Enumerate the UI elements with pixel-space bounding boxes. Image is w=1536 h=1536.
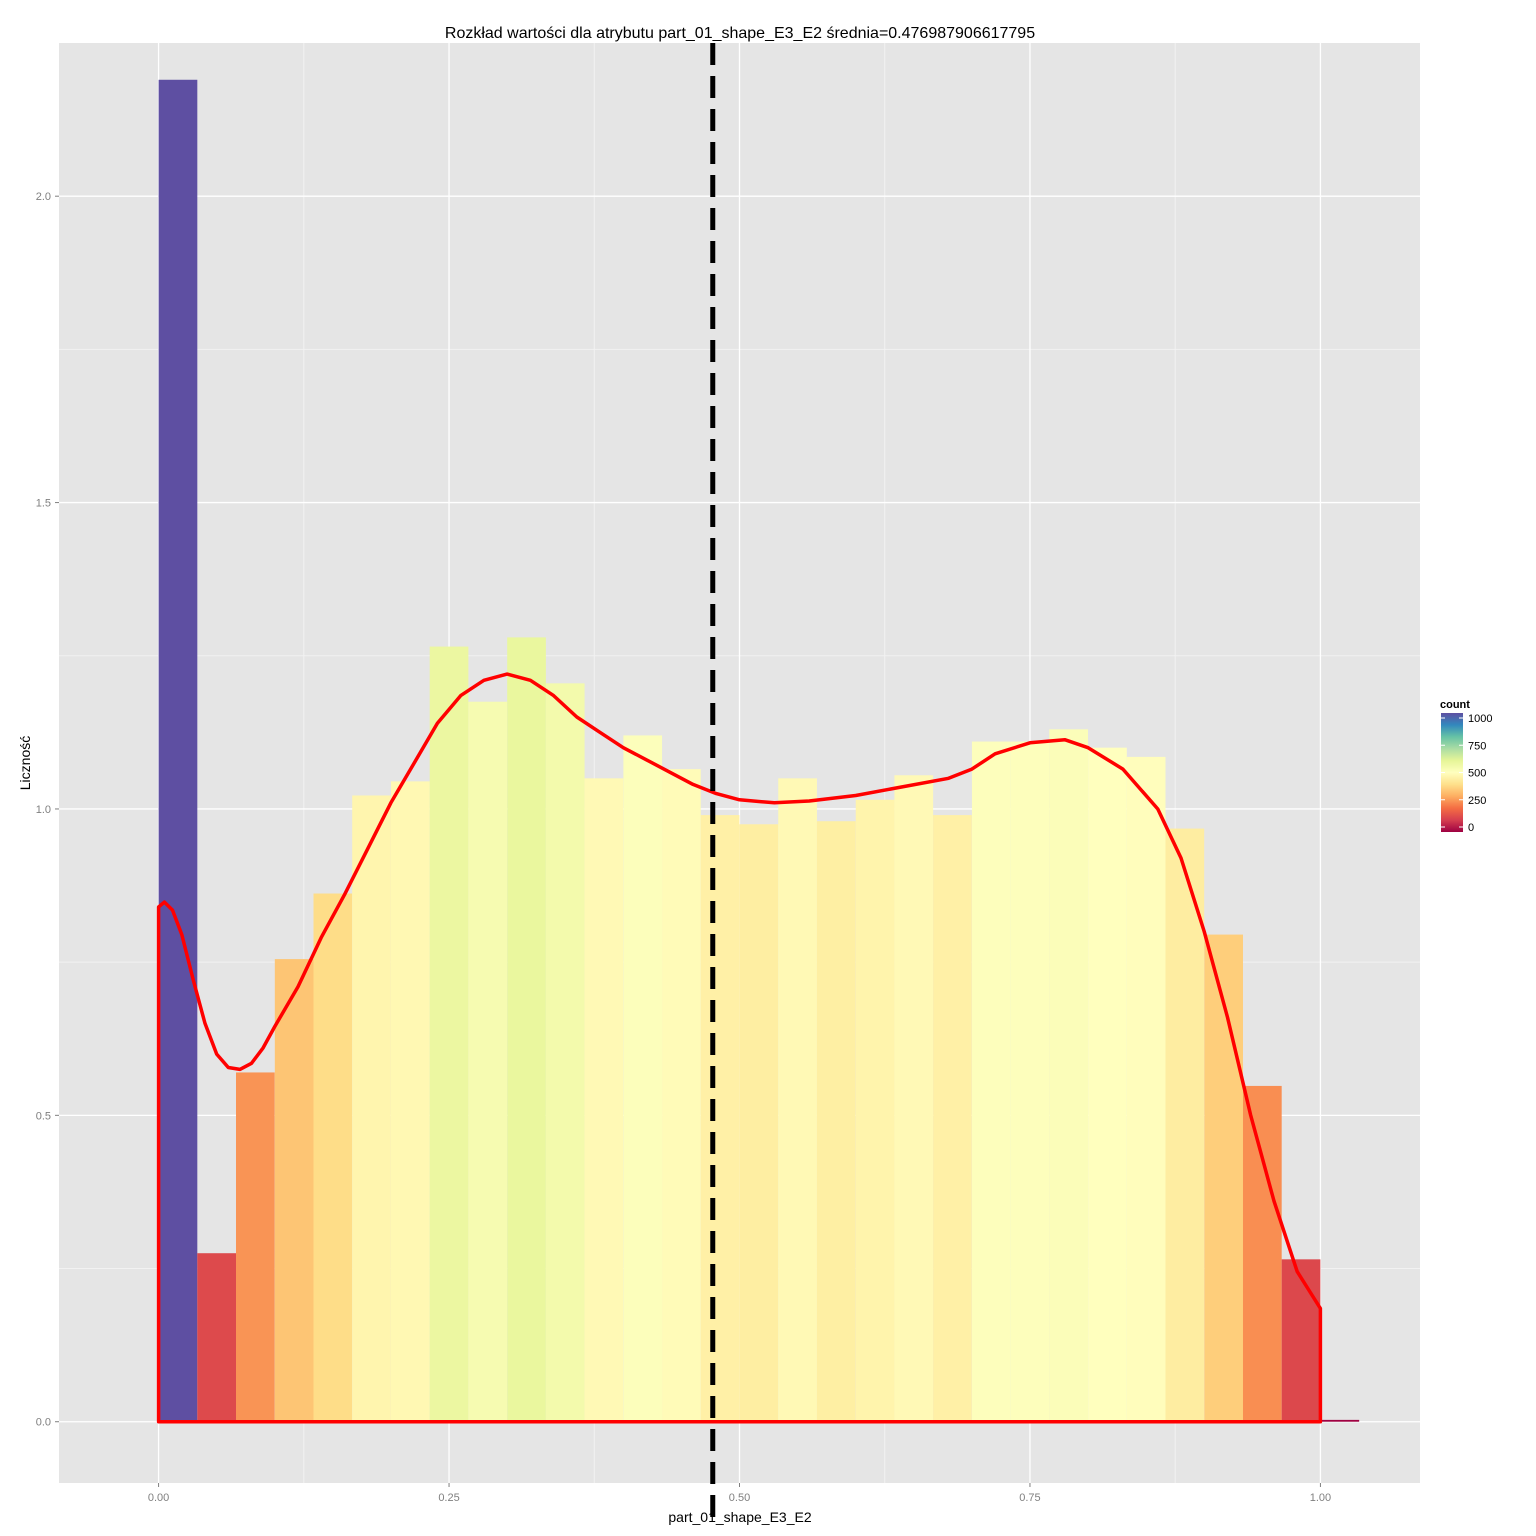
histogram-bar — [1088, 747, 1127, 1422]
histogram-bar — [816, 821, 856, 1422]
histogram-bar — [468, 701, 508, 1422]
x-axis: 0.00 0.25 0.50 0.75 1.00 — [148, 1483, 1331, 1504]
x-tick-label: 0.25 — [438, 1492, 459, 1504]
legend-tick-label: 500 — [1468, 768, 1486, 780]
histogram-bar — [1165, 828, 1205, 1422]
density-curve-group — [156, 672, 1323, 1424]
x-tick-label: 0.50 — [729, 1492, 750, 1504]
color-legend: count 0 250 500 750 1000 — [1440, 699, 1492, 834]
histogram-bar — [1242, 1085, 1282, 1422]
legend-tick-label: 750 — [1468, 740, 1486, 752]
legend-tick-label: 0 — [1468, 822, 1474, 834]
histogram-bar — [429, 646, 469, 1422]
histogram-bar — [1049, 729, 1088, 1422]
histogram-bar — [274, 959, 314, 1422]
x-axis-title: part_01_shape_E3_E2 — [668, 1509, 811, 1525]
y-tick-label: 0.5 — [36, 1110, 51, 1122]
chart-title: Rozkład wartości dla atrybutu part_01_sh… — [445, 25, 1035, 42]
x-tick-label: 0.00 — [148, 1492, 169, 1504]
histogram-bar — [1204, 934, 1243, 1422]
histogram-bar — [1126, 756, 1166, 1422]
y-axis-title: Liczność — [17, 736, 33, 790]
histogram-bar — [158, 79, 198, 1422]
histogram-bar — [1010, 741, 1050, 1422]
histogram-bar — [236, 1072, 275, 1422]
histogram-bar — [933, 815, 972, 1422]
legend-tick-label: 1000 — [1468, 713, 1492, 725]
x-tick-label: 0.75 — [1019, 1492, 1040, 1504]
histogram-bar — [855, 799, 895, 1422]
y-axis: 0.0 0.5 1.0 1.5 2.0 — [36, 191, 59, 1429]
histogram-bar — [545, 683, 585, 1422]
histogram-bar — [778, 778, 817, 1422]
y-tick-label: 0.0 — [36, 1417, 51, 1429]
histogram-bar — [894, 775, 934, 1422]
histogram-bar — [313, 893, 353, 1422]
histogram-bars — [158, 79, 1360, 1422]
histogram-bar — [623, 735, 663, 1422]
histogram-bar — [391, 781, 430, 1422]
legend-ticks: 0 250 500 750 1000 — [1441, 713, 1492, 834]
histogram-bar — [700, 815, 740, 1422]
histogram-bar — [971, 741, 1011, 1422]
histogram-bar — [584, 778, 624, 1422]
density-curve — [156, 672, 1323, 1424]
histogram-bar — [197, 1253, 237, 1422]
legend-title: count — [1440, 699, 1470, 711]
histogram-bar — [662, 769, 701, 1422]
y-tick-label: 2.0 — [36, 191, 51, 203]
y-tick-label: 1.0 — [36, 804, 51, 816]
histogram-bar — [1281, 1259, 1321, 1422]
legend-colorbar — [1441, 713, 1463, 832]
x-tick-label: 1.00 — [1310, 1492, 1331, 1504]
histogram-bar — [507, 637, 546, 1422]
legend-tick-label: 250 — [1468, 795, 1486, 807]
histogram-bar — [352, 795, 391, 1422]
y-tick-label: 1.5 — [36, 498, 51, 510]
histogram-bar — [739, 824, 779, 1422]
histogram-bar — [1320, 1419, 1360, 1422]
